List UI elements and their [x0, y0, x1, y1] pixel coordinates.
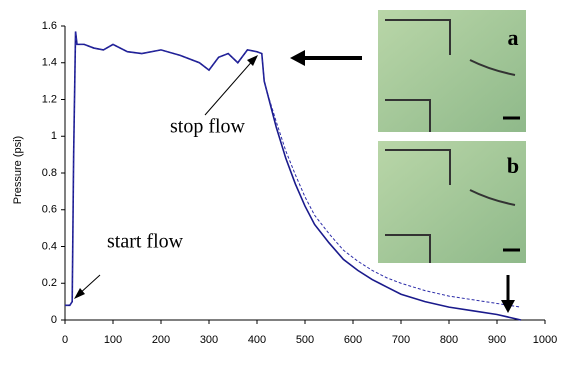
y-tick-label: 1	[51, 130, 57, 142]
x-tick-label: 700	[392, 334, 410, 346]
y-tick-label: 1.4	[42, 57, 57, 69]
x-tick-label: 1000	[533, 334, 557, 346]
y-tick-label: 0.4	[42, 240, 57, 252]
inset-image	[378, 10, 526, 132]
x-tick-label: 800	[440, 334, 458, 346]
inset-drawing	[385, 149, 516, 263]
y-axis-label: Pressure (psi)	[12, 136, 24, 204]
x-tick-label: 100	[104, 334, 122, 346]
y-tick-label: 0.2	[42, 277, 57, 289]
inset-label: a	[508, 25, 519, 50]
x-tick-label: 400	[248, 334, 266, 346]
x-tick-label: 200	[152, 334, 170, 346]
arrow-head	[74, 288, 85, 299]
y-tick-label: 0.8	[42, 167, 57, 179]
y-tick-label: 1.6	[42, 20, 57, 32]
annotation: stop flow	[170, 116, 246, 138]
inset-label: b	[507, 153, 519, 178]
x-tick-label: 300	[200, 334, 218, 346]
y-tick-label: 0.6	[42, 204, 57, 216]
x-tick-label: 0	[62, 334, 68, 346]
x-tick-label: 900	[488, 334, 506, 346]
pointer	[204, 57, 256, 116]
arrow-head	[501, 300, 515, 313]
y-tick-label: 1.2	[42, 93, 57, 105]
line-series	[65, 31, 522, 321]
x-tick-label: 500	[296, 334, 314, 346]
arrow-head	[290, 50, 305, 66]
x-tick-label: 600	[344, 334, 362, 346]
y-tick-label: 0	[51, 314, 57, 326]
annotation: start flow	[107, 231, 184, 253]
inset-drawing	[385, 19, 516, 132]
arrow-head	[247, 55, 258, 66]
